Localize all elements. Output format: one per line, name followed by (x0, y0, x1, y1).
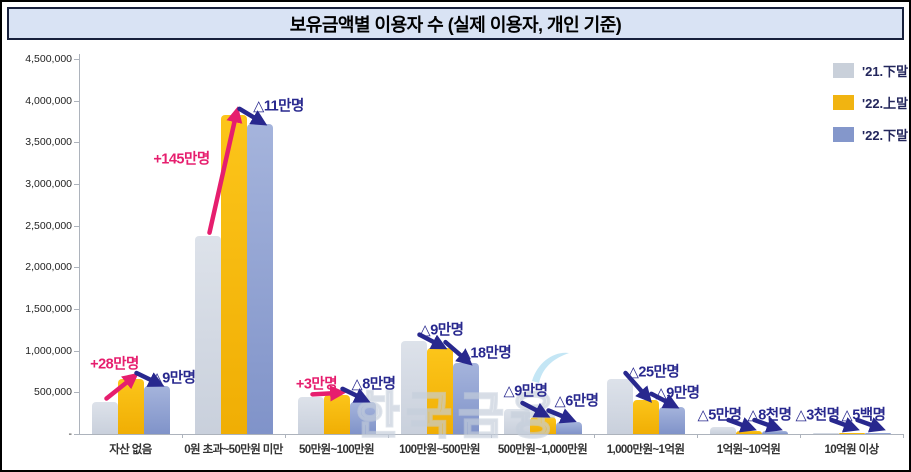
annotation-label: +145만명 (153, 151, 210, 168)
bar-series0-cat0 (91, 401, 118, 434)
legend-swatch-21h2 (833, 63, 854, 78)
annotation-label: △11만명 (253, 98, 304, 115)
y-axis-label: 1,500,000 (25, 303, 72, 315)
annotation-label: △5백명 (841, 407, 886, 424)
y-axis-label: 3,000,000 (25, 178, 72, 190)
bar-series1-cat5 (632, 399, 659, 434)
bar-series1-cat1 (220, 114, 247, 434)
bar-series0-cat5 (606, 379, 633, 434)
x-axis-tick (182, 434, 183, 438)
x-axis-label: 0원 초과~50만원 미만 (184, 444, 283, 456)
annotation-label: △9만명 (503, 383, 548, 400)
y-axis-tick (74, 267, 79, 269)
x-axis-label: 1억원~10억원 (716, 444, 781, 456)
y-axis-label: 2,000,000 (25, 261, 72, 274)
legend-label-22h2: '22.下말 (862, 128, 909, 143)
y-axis-label: - (68, 428, 73, 440)
annotation-label: △9만명 (151, 370, 196, 387)
bar-series0-cat6 (709, 426, 736, 434)
bar-series2-cat5 (658, 407, 685, 434)
x-axis-label: 자산 없음 (109, 444, 152, 456)
y-axis-tick (74, 434, 79, 435)
annotation-label: △18만명 (459, 345, 512, 362)
bar-series1-cat0 (117, 379, 144, 434)
legend-item: '22.下말 (833, 125, 908, 144)
y-axis-tick (74, 225, 79, 227)
bar-series2-cat1 (246, 124, 273, 434)
y-axis-tick (74, 59, 79, 60)
x-axis-tick (800, 434, 801, 438)
y-axis-label: 2,500,000 (25, 219, 72, 232)
legend-label-21h2: '21.下말 (862, 64, 909, 79)
bar-series0-cat2 (297, 397, 324, 434)
bar-series0-cat3 (400, 340, 427, 434)
annotation-label: △5만명 (697, 407, 742, 424)
x-axis-tick (594, 434, 595, 438)
annotation-label: +3만명 (295, 376, 338, 393)
y-axis-tick (74, 142, 79, 144)
y-axis-label: 500,000 (34, 386, 72, 399)
y-axis-label: 4,500,000 (25, 53, 72, 65)
x-axis-label: 1,000만원~1억원 (606, 444, 685, 456)
annotation-label: △25만명 (627, 364, 680, 381)
bar-series2-cat7 (864, 433, 891, 434)
bar-series2-cat0 (143, 385, 170, 434)
y-axis-tick (74, 392, 79, 394)
legend-swatch-22h2 (833, 127, 854, 142)
annotation-label: △9만명 (655, 385, 700, 402)
annotation-label: △6만명 (554, 393, 599, 410)
x-axis-label: 10억원 이상 (824, 444, 879, 456)
chart-title: 보유금액별 이용자 수 (실제 이용자, 개인 기준) (289, 14, 622, 35)
annotation-label: +28만명 (90, 356, 139, 373)
bar-series1-cat7 (838, 433, 865, 434)
legend: '21.下말 '22.上말 '22.下말 (833, 61, 908, 157)
bar-series2-cat2 (349, 401, 376, 434)
annotation-label: △8천명 (747, 407, 792, 424)
bar-series2-cat4 (555, 421, 582, 434)
x-axis-tick (697, 434, 698, 438)
x-axis-label: 50만원~100만원 (298, 444, 375, 456)
y-axis-tick (74, 309, 79, 310)
x-axis-tick (491, 434, 492, 438)
bar-series0-cat7 (812, 433, 839, 434)
y-axis-line (79, 54, 80, 434)
x-axis-tick (285, 434, 286, 438)
y-axis-tick (74, 100, 79, 102)
x-axis-tick (903, 434, 904, 438)
x-axis-label: 100만원~500만원 (399, 444, 480, 456)
bar-series2-cat3 (452, 363, 479, 434)
annotation-label: △8만명 (351, 376, 396, 393)
bar-series2-cat6 (761, 431, 788, 434)
bar-series1-cat6 (735, 430, 762, 434)
legend-swatch-22h1 (833, 95, 854, 110)
annotation-label: △9만명 (419, 322, 464, 339)
chart-title-bar: 보유금액별 이용자 수 (실제 이용자, 개인 기준) (7, 7, 904, 40)
y-axis-label: 3,500,000 (25, 136, 72, 149)
x-axis-tick (388, 434, 389, 438)
bar-series1-cat2 (323, 394, 350, 434)
bar-series0-cat1 (194, 235, 221, 434)
y-axis-tick (74, 350, 79, 352)
x-axis-label: 500만원~1,000만원 (497, 444, 588, 456)
y-axis-label: 1,000,000 (25, 344, 72, 357)
y-axis-label: 4,000,000 (25, 94, 72, 107)
legend-item: '22.上말 (833, 93, 908, 112)
legend-label-22h1: '22.上말 (862, 96, 909, 111)
legend-item: '21.下말 (833, 61, 908, 80)
y-axis-tick (74, 184, 79, 185)
annotation-label: △3천명 (795, 407, 840, 424)
